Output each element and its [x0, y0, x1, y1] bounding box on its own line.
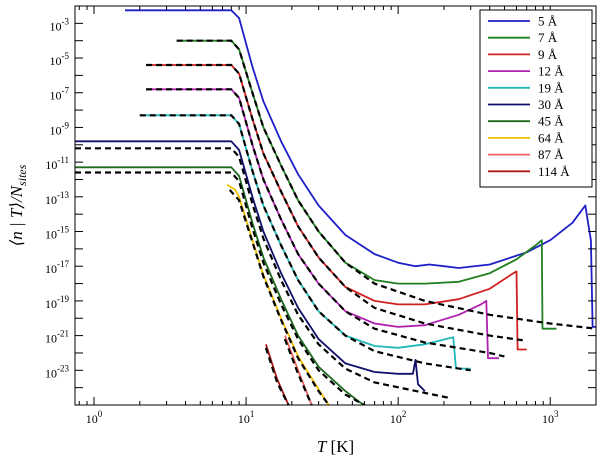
dashed-reference-curve-1 — [176, 39, 596, 330]
dashed-reference-curve-6 — [75, 171, 365, 405]
y-tick-label: 10-11 — [45, 155, 69, 172]
series-line-30a — [75, 140, 426, 392]
y-tick-label: 10-9 — [50, 120, 70, 137]
legend-entry: 7 Å — [538, 30, 558, 45]
x-tick-label: 102 — [390, 409, 407, 426]
series-line-45a — [75, 166, 365, 405]
dashed-reference-curve-2 — [146, 63, 527, 342]
y-tick-label: 10-19 — [45, 294, 69, 311]
x-tick-label: 103 — [542, 409, 559, 426]
y-tick-label: 10-7 — [50, 86, 70, 103]
x-tick-label: 101 — [238, 409, 254, 426]
dashed-reference-curve-9 — [264, 347, 290, 405]
legend-box — [479, 9, 593, 188]
y-tick-label: 10-13 — [45, 190, 69, 207]
legend-entry: 114 Å — [538, 164, 570, 179]
series-line-87a — [284, 335, 313, 405]
y-tick-label: 10-17 — [45, 259, 69, 276]
series-line-64a — [226, 183, 330, 405]
legend-entry: 45 Å — [538, 114, 564, 129]
legend-entry: 19 Å — [538, 80, 564, 95]
dashed-reference-curve-8 — [283, 338, 313, 405]
y-tick-label: 10-21 — [45, 329, 69, 346]
dashed-reference-curve-3 — [146, 88, 505, 358]
legend-entry: 9 Å — [538, 47, 558, 62]
series-line-19a — [139, 114, 471, 370]
dashed-reference-curve-5 — [75, 147, 451, 400]
legend-entry: 12 Å — [538, 64, 564, 79]
legend-entry: 64 Å — [538, 130, 564, 145]
y-tick-label: 10-23 — [45, 363, 69, 380]
dashed-reference-curve-7 — [228, 189, 330, 405]
dashed-reference-curve-4 — [139, 114, 471, 372]
y-tick-label: 10-15 — [45, 225, 69, 242]
legend-entry: 5 Å — [538, 14, 558, 29]
series-line-5a — [125, 9, 596, 328]
x-axis-label: T [K] — [317, 437, 354, 456]
y-tick-label: 10-5 — [50, 51, 70, 68]
legend-entry: 30 Å — [538, 97, 564, 112]
plot-frame — [74, 5, 597, 406]
y-tick-label: 10-3 — [50, 16, 70, 33]
series-line-9a — [146, 64, 527, 351]
series-line-12a — [146, 88, 499, 360]
legend-entry: 87 Å — [538, 147, 564, 162]
y-axis-label: ⟨n | T⟩/Nsites — [7, 164, 29, 246]
x-tick-label: 100 — [86, 409, 103, 426]
